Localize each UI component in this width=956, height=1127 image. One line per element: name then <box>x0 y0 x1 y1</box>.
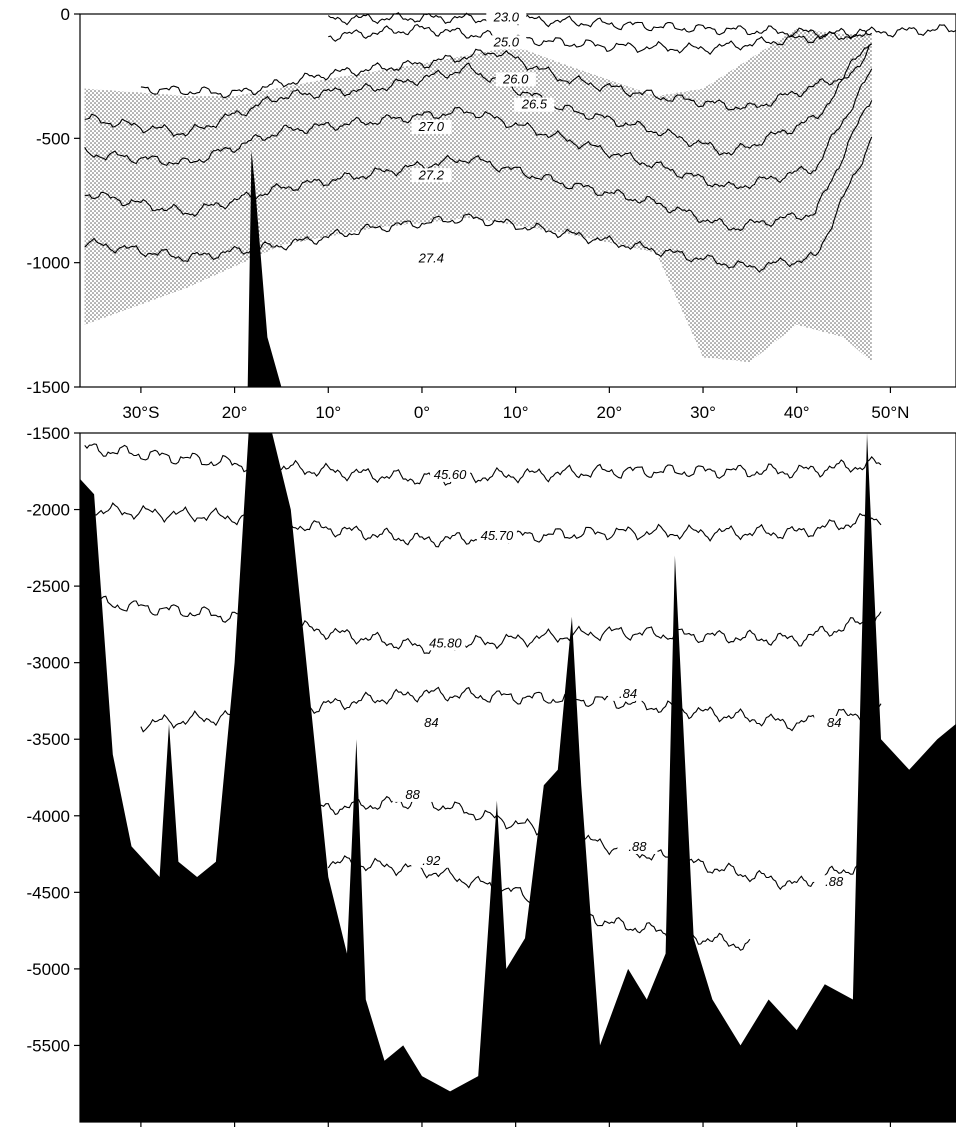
x-tick-label: 20° <box>222 403 248 422</box>
label-backdrop <box>430 467 471 482</box>
label-backdrop <box>392 787 433 802</box>
stippled-region <box>84 28 872 363</box>
contour-label: 45.60 <box>434 467 467 482</box>
label-backdrop <box>425 636 466 651</box>
contour-line <box>84 100 873 232</box>
contour-label: 26.0 <box>502 72 529 87</box>
stipple-area <box>84 28 872 363</box>
contour-line <box>328 23 873 56</box>
upper-contour-labels: 23.0 25.0 26.0 26.5 27.0 27.2 27.4 <box>411 9 555 266</box>
label-backdrop <box>814 715 855 730</box>
label-backdrop <box>411 168 452 183</box>
label-backdrop <box>411 715 452 730</box>
x-tick-label: 50°N <box>871 403 909 422</box>
contour-line <box>84 136 873 273</box>
contour-label: 45.70 <box>481 528 514 543</box>
contour-label: 45.80 <box>429 635 462 650</box>
y-tick-label: -1000 <box>27 254 70 273</box>
label-backdrop <box>411 853 452 868</box>
lower-panel: -1500 -2000 -2500 -3000 -3500 -4000 -4500 -5000… <box>27 424 956 1127</box>
y-tick-label: -4000 <box>27 807 70 826</box>
contour-label: .88 <box>628 839 647 854</box>
x-tick-label: 30°S <box>122 403 159 422</box>
x-tick-label: 20° <box>596 403 622 422</box>
label-backdrop <box>411 251 452 266</box>
x-tick-label: 10° <box>503 403 529 422</box>
contour-line <box>84 43 873 156</box>
y-tick-label: -5000 <box>27 960 70 979</box>
bathymetry-fill <box>247 150 282 387</box>
contour-line <box>84 68 873 190</box>
contour-label: 84 <box>827 715 841 730</box>
label-backdrop <box>495 72 536 87</box>
lower-panel-frame <box>79 432 956 1123</box>
contour-label: 88 <box>405 787 420 802</box>
upper-bathymetry-fill <box>247 150 282 387</box>
contour-label: 26.5 <box>521 96 548 111</box>
x-tick-label: 10° <box>315 403 341 422</box>
label-backdrop <box>411 119 452 134</box>
contour-line <box>327 12 956 40</box>
y-tick-label: -500 <box>36 129 70 148</box>
x-axis: 30°S 20° 10° 0° 10° 20° 30° 40° 50°N <box>122 387 909 422</box>
y-tick-label: -5500 <box>27 1036 70 1055</box>
lower-contour-labels: 45.60 45.70 45.80 .84 84 84 88 .88 .88 .92 <box>392 467 855 890</box>
label-backdrop <box>486 35 527 50</box>
y-tick-label: -3500 <box>27 730 70 749</box>
upper-contour-lines <box>84 12 956 273</box>
label-backdrop <box>608 686 649 701</box>
label-backdrop <box>514 97 555 112</box>
contour-label: 84 <box>424 715 438 730</box>
y-tick-label: -1500 <box>27 378 70 397</box>
contour-label: 23.0 <box>493 9 520 24</box>
contour-label: 27.4 <box>418 251 444 266</box>
bathymetry-fill <box>80 433 956 1122</box>
label-backdrop <box>617 839 658 854</box>
contour-label: .84 <box>619 686 637 701</box>
y-tick-label: -4500 <box>27 883 70 902</box>
lower-x-ticks <box>140 1122 892 1127</box>
upper-y-axis: 0 -500 -1000 -1500 <box>27 5 80 397</box>
contour-label: .88 <box>825 874 844 889</box>
y-tick-label: -1500 <box>27 424 70 443</box>
lower-bathymetry-fill <box>80 433 956 1122</box>
contour-label: 27.2 <box>418 167 445 182</box>
x-tick-label: 0° <box>414 403 430 422</box>
label-backdrop <box>476 529 517 544</box>
contour-label: 25.0 <box>493 34 520 49</box>
contour-label: .92 <box>422 853 441 868</box>
upper-panel: 0 -500 -1000 -1500 30°S 20° 10° 0° 10° 20° 30° 40°… <box>27 5 956 422</box>
label-backdrop <box>814 875 855 890</box>
lower-y-axis: -1500 -2000 -2500 -3000 -3500 -4000 -4500 -5000… <box>27 424 80 1055</box>
y-tick-label: -2500 <box>27 577 70 596</box>
x-tick-label: 40° <box>784 403 810 422</box>
contour-line <box>84 595 882 655</box>
y-tick-label: -3000 <box>27 654 70 673</box>
x-tick-label: 30° <box>690 403 716 422</box>
contour-line <box>84 443 882 486</box>
contour-line <box>140 43 872 111</box>
label-backdrop <box>486 10 527 25</box>
y-tick-label: 0 <box>61 5 70 24</box>
y-tick-label: -2000 <box>27 501 70 520</box>
contour-label: 27.0 <box>418 119 445 134</box>
